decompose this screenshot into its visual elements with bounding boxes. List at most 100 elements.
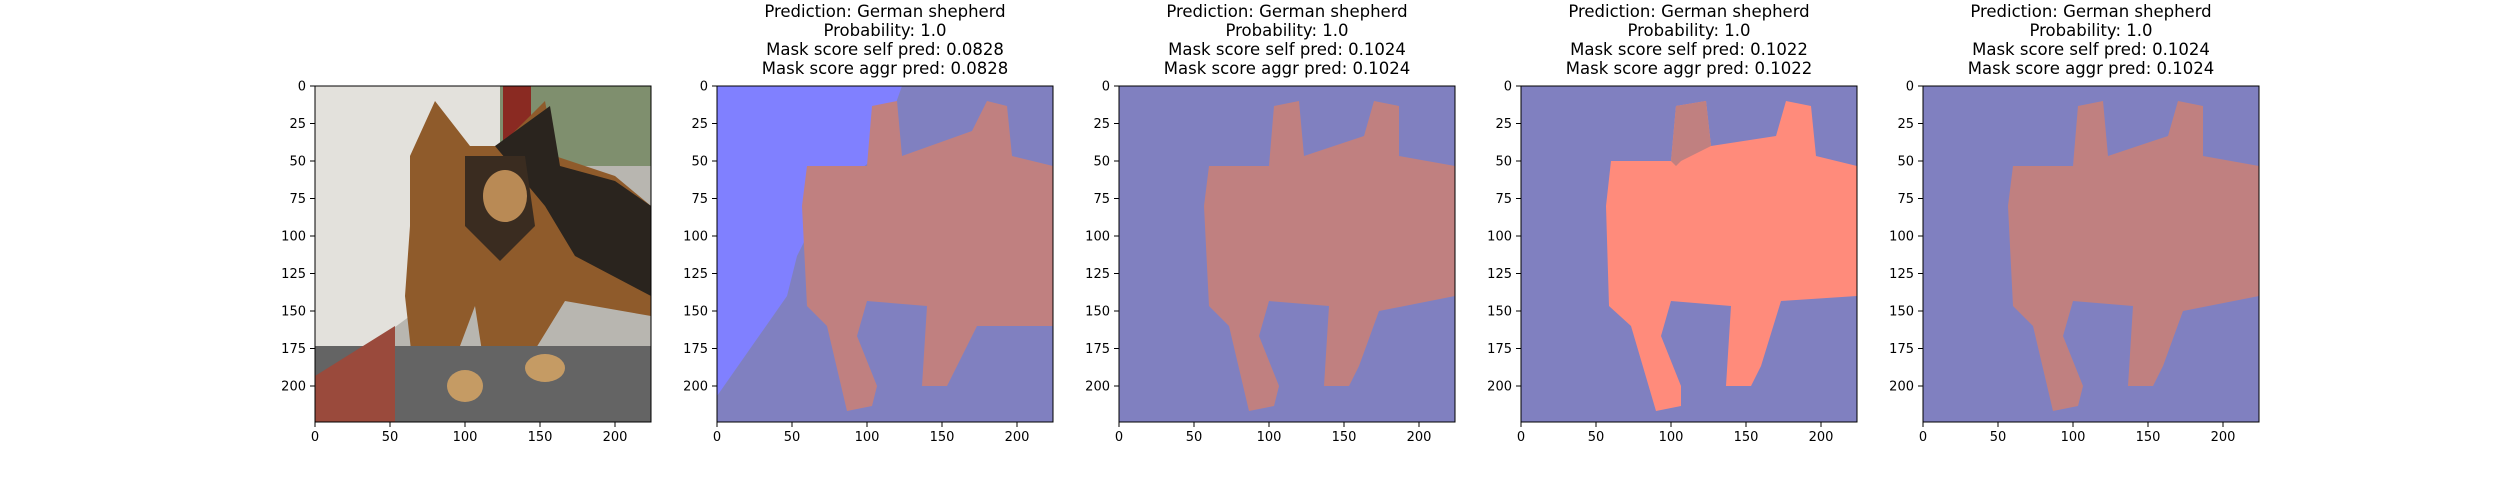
y-tick-label: 125 [281,267,306,282]
mask-axes: 0 50 100 150 200 0 25 50 75 100 125 150 175 200 [683,80,1054,445]
image-axes: 0 50 100 150 200 0 25 50 75 100 125 150 175 200 [281,80,652,445]
x-tick-label: 0 [1115,430,1123,445]
x-ticks: 0 50 100 150 200 [1115,422,1432,445]
y-tick-label: 125 [683,267,708,282]
y-tick-label: 25 [1495,117,1512,132]
x-ticks: 0 50 100 150 200 [1517,422,1834,445]
title-line: Probability: 1.0 [823,21,947,40]
y-tick-label: 175 [1085,342,1110,357]
title-line: Prediction: German shepherd [764,2,1006,21]
title-line: Probability: 1.0 [1225,21,1349,40]
y-tick-label: 50 [289,155,306,170]
x-tick-label: 150 [1734,430,1759,445]
title-line: Mask score aggr pred: 0.1024 [1967,59,2215,78]
x-ticks: 0 50 100 150 200 [311,422,628,445]
x-tick-label: 0 [1919,430,1927,445]
y-tick-label: 25 [1897,117,1914,132]
y-tick-label: 125 [1085,267,1110,282]
y-ticks: 0 25 50 75 100 125 150 175 200 [683,80,717,395]
x-tick-label: 50 [784,430,801,445]
panel-title: Prediction: German shepherd Probability: … [675,2,1095,78]
y-tick-label: 200 [683,380,708,395]
title-line: Prediction: German shepherd [1568,2,1810,21]
title-line: Prediction: German shepherd [1166,2,1408,21]
y-tick-label: 100 [683,230,708,245]
x-tick-label: 50 [1990,430,2007,445]
y-tick-label: 0 [298,80,306,95]
image-area [314,85,652,423]
panel-mask-1: Prediction: German shepherd Probability: … [674,0,1094,500]
mask-axes: 0 50 100 150 200 0 25 50 75 100 125 150 175 200 [1889,80,2260,445]
title-line: Mask score self pred: 0.0828 [766,40,1004,59]
y-tick-label: 50 [1495,155,1512,170]
y-tick-label: 150 [683,305,708,320]
x-tick-label: 100 [2061,430,2086,445]
y-tick-label: 150 [1085,305,1110,320]
x-tick-label: 50 [1588,430,1605,445]
x-tick-label: 0 [1517,430,1525,445]
panel-title: Prediction: German shepherd Probability: … [1077,2,1497,78]
x-ticks: 0 50 100 150 200 [713,422,1030,445]
x-tick-label: 150 [930,430,955,445]
y-tick-label: 100 [281,230,306,245]
y-tick-label: 150 [1487,305,1512,320]
image-area [1118,85,1456,423]
x-tick-label: 50 [1186,430,1203,445]
x-tick-label: 100 [1257,430,1282,445]
panel-title: Prediction: German shepherd Probability: … [1479,2,1899,78]
y-tick-label: 150 [1889,305,1914,320]
y-tick-label: 175 [1487,342,1512,357]
y-tick-label: 75 [1495,192,1512,207]
y-tick-label: 125 [1487,267,1512,282]
x-tick-label: 200 [603,430,628,445]
mask-axes: 0 50 100 150 200 0 25 50 75 100 125 150 175 200 [1487,80,1858,445]
panel-title: Prediction: German shepherd Probability: … [1881,2,2301,78]
x-tick-label: 200 [1407,430,1432,445]
x-tick-label: 200 [2211,430,2236,445]
x-tick-label: 100 [855,430,880,445]
y-tick-label: 150 [281,305,306,320]
title-line: Mask score aggr pred: 0.0828 [761,59,1009,78]
y-tick-label: 25 [1093,117,1110,132]
y-ticks: 0 25 50 75 100 125 150 175 200 [1085,80,1119,395]
y-tick-label: 175 [1889,342,1914,357]
y-tick-label: 25 [691,117,708,132]
image-area [1520,85,1858,423]
title-line: Prediction: German shepherd [1970,2,2212,21]
panel-mask-4: Prediction: German shepherd Probability: … [1880,0,2300,500]
y-tick-label: 75 [1093,192,1110,207]
y-tick-label: 200 [281,380,306,395]
title-line: Mask score self pred: 0.1024 [1972,40,2210,59]
y-tick-label: 50 [1093,155,1110,170]
x-tick-label: 100 [1659,430,1684,445]
title-line: Mask score self pred: 0.1024 [1168,40,1406,59]
x-tick-label: 200 [1005,430,1030,445]
x-ticks: 0 50 100 150 200 [1919,422,2236,445]
title-line: Mask score aggr pred: 0.1022 [1565,59,1813,78]
panel-mask-3: Prediction: German shepherd Probability: … [1478,0,1898,500]
title-line: Probability: 1.0 [1627,21,1751,40]
y-tick-label: 50 [1897,155,1914,170]
title-line: Probability: 1.0 [2029,21,2153,40]
y-tick-label: 25 [289,117,306,132]
x-tick-label: 0 [713,430,721,445]
panel-mask-2: Prediction: German shepherd Probability: … [1076,0,1496,500]
x-tick-label: 150 [1332,430,1357,445]
y-tick-label: 0 [700,80,708,95]
x-tick-label: 150 [528,430,553,445]
y-tick-label: 200 [1889,380,1914,395]
y-ticks: 0 25 50 75 100 125 150 175 200 [1487,80,1521,395]
y-tick-label: 100 [1889,230,1914,245]
y-tick-label: 125 [1889,267,1914,282]
mask-axes: 0 50 100 150 200 0 25 50 75 100 125 150 175 200 [1085,80,1456,445]
x-tick-label: 0 [311,430,319,445]
x-tick-label: 50 [382,430,399,445]
x-tick-label: 100 [453,430,478,445]
y-tick-label: 75 [691,192,708,207]
panel-input-image: 0 50 100 150 200 0 25 50 75 100 125 150 175 200 [272,0,692,500]
y-ticks: 0 25 50 75 100 125 150 175 200 [281,80,315,395]
y-tick-label: 0 [1906,80,1914,95]
y-ticks: 0 25 50 75 100 125 150 175 200 [1889,80,1923,395]
title-line: Mask score aggr pred: 0.1024 [1163,59,1411,78]
x-tick-label: 200 [1809,430,1834,445]
